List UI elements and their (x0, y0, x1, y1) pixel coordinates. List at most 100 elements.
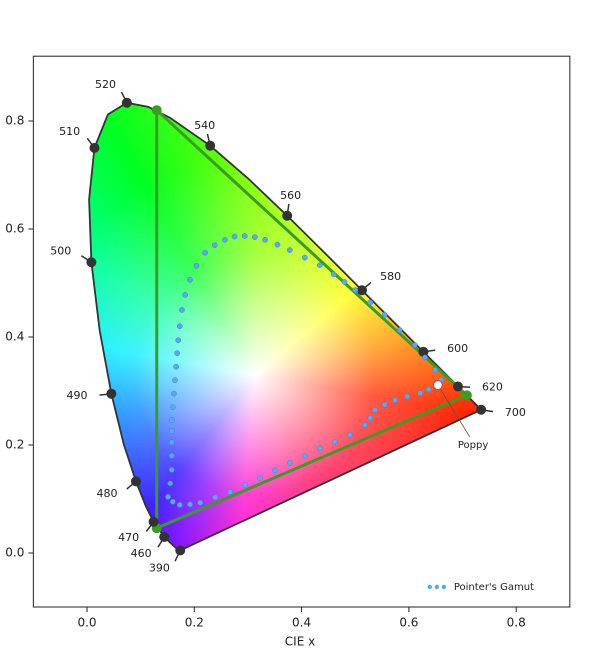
wavelength-marker (205, 140, 216, 151)
gamut-point (172, 377, 178, 384)
gamut-point (316, 262, 323, 269)
gamut-point (187, 501, 193, 508)
gamut-point (301, 254, 308, 261)
gamut-point (182, 292, 189, 298)
gamut-point (187, 276, 193, 283)
gamut-point (381, 401, 388, 408)
wavelength-label: 580 (380, 270, 401, 283)
gamut-point (341, 279, 348, 285)
y-tick-label: 0.2 (5, 438, 24, 452)
gamut-point (404, 393, 411, 400)
gamut-point (362, 422, 368, 428)
gamut-point (417, 390, 424, 397)
gamut-point (176, 323, 183, 330)
wavelength-label: 490 (67, 389, 88, 402)
gamut-point (274, 241, 281, 248)
wavelength-label: 480 (97, 487, 118, 500)
gamut-point (168, 417, 175, 424)
gamut-point (286, 459, 293, 466)
wavelength-label: 540 (194, 119, 215, 132)
wavelength-label: 600 (447, 342, 468, 355)
wavelength-label: 520 (95, 78, 116, 91)
gamut-point (252, 234, 258, 240)
wavelength-label: 470 (118, 531, 139, 544)
wavelength-label: 620 (482, 381, 503, 394)
gamut-point (411, 342, 418, 348)
gamut-point (173, 363, 179, 370)
gamut-point (422, 354, 428, 361)
gamut-point (396, 327, 403, 333)
gamut-point (169, 498, 176, 505)
gamut-point (301, 452, 308, 459)
x-tick-label: 0.8 (507, 616, 526, 630)
gamut-point (286, 247, 293, 253)
gamut-point (165, 493, 171, 500)
wavelength-label: 510 (59, 125, 80, 138)
gamut-point (271, 467, 278, 474)
wavelength-label: 700 (505, 406, 526, 419)
triangle-vertex (461, 390, 472, 401)
gamut-point (241, 233, 248, 239)
gamut-point (211, 242, 218, 249)
x-tick-label: 0.2 (185, 616, 204, 630)
triangle-vertex (151, 105, 162, 116)
legend-marker (427, 584, 433, 590)
wavelength-marker (476, 404, 487, 415)
annotation-point (432, 379, 443, 391)
gamut-triangle (155, 106, 470, 531)
wavelength-marker (86, 257, 97, 268)
gamut-point (169, 404, 176, 411)
wavelength-label: 560 (280, 189, 301, 202)
gamut-point (168, 428, 175, 434)
wavelength-marker (89, 142, 100, 153)
gamut-point (175, 337, 182, 344)
gamut-point (179, 307, 185, 313)
wavelength-marker (148, 516, 159, 527)
wavelength-marker (175, 545, 186, 556)
wavelength-marker (452, 381, 463, 392)
x-axis-label: CIE x (285, 635, 315, 649)
x-tick-label: 0.4 (292, 616, 311, 630)
y-tick-label: 0.6 (5, 222, 24, 236)
gamut-point (168, 452, 175, 459)
gamut-point (352, 287, 359, 293)
gamut-point (242, 482, 249, 488)
gamut-point (432, 367, 439, 373)
gamut-point (171, 390, 177, 397)
gamut-point (212, 494, 219, 501)
legend-marker (434, 584, 440, 590)
wavelength-marker (356, 285, 367, 296)
gamut-point (167, 480, 174, 487)
gamut-point (176, 502, 183, 508)
x-tick-label: 0.0 (77, 616, 96, 630)
wavelength-label: 390 (149, 561, 170, 574)
legend-marker (441, 584, 447, 590)
wavelength-marker (418, 346, 429, 357)
gamut-point (193, 262, 200, 269)
legend-label: Pointer's Gamut (454, 582, 534, 593)
gamut-point (197, 499, 204, 506)
gamut-point (367, 299, 374, 306)
annotation-label: Poppy (458, 440, 488, 451)
gamut-point (202, 249, 208, 256)
gamut-point (332, 438, 338, 445)
gamut-point (367, 415, 374, 421)
gamut-point (330, 271, 337, 278)
gamut-point (425, 386, 432, 393)
gamut-point (347, 431, 353, 438)
gamut-point (222, 236, 228, 243)
gamut-point (256, 475, 263, 481)
annotation-leader (437, 384, 471, 438)
gamut-point (227, 489, 234, 495)
x-tick-label: 0.6 (399, 616, 418, 630)
gamut-point (372, 407, 378, 413)
wavelength-marker (130, 476, 141, 487)
wavelength-marker (282, 210, 293, 221)
gamut-point (168, 439, 175, 446)
y-tick-label: 0.8 (5, 114, 24, 128)
gamut-point (231, 233, 238, 240)
y-tick-label: 0.0 (5, 546, 24, 560)
gamut-point (381, 312, 388, 318)
